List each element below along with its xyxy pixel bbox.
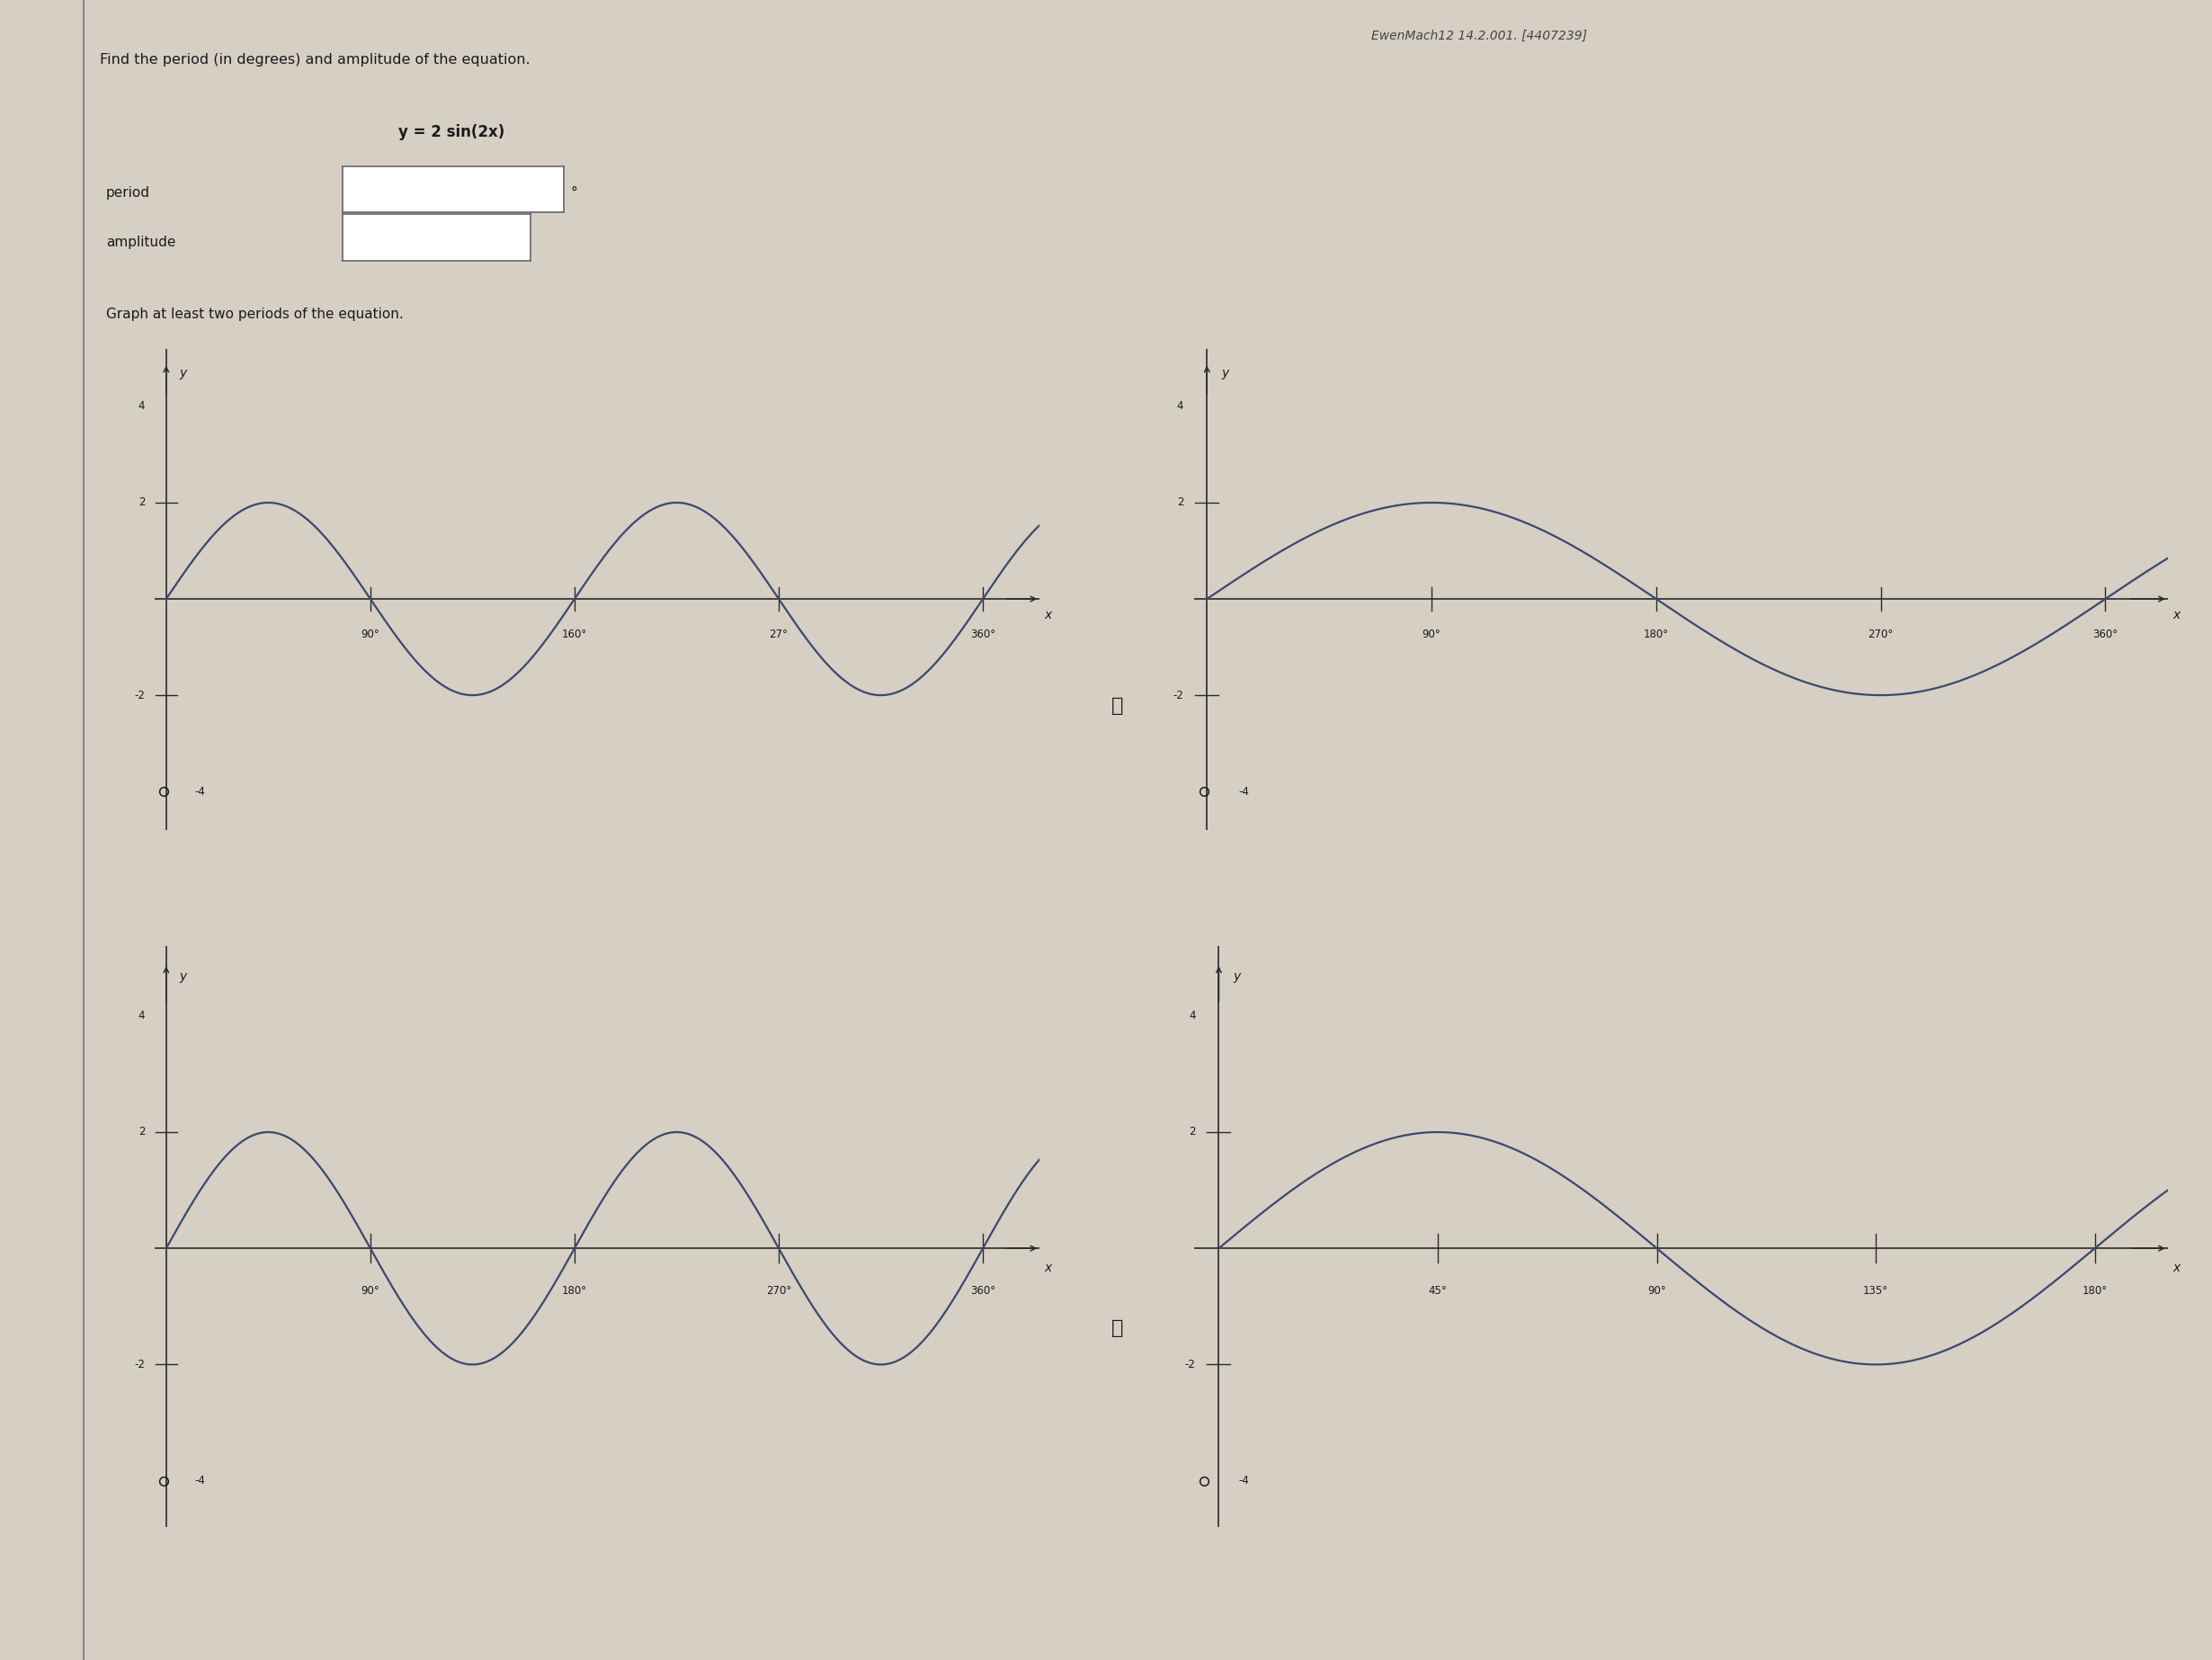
- Text: y: y: [1234, 969, 1241, 983]
- Text: y = 2 sin(2x): y = 2 sin(2x): [398, 124, 504, 141]
- Text: amplitude: amplitude: [106, 236, 175, 249]
- Text: ⓘ: ⓘ: [1110, 697, 1124, 714]
- Text: °: °: [571, 186, 577, 199]
- Text: 2: 2: [1177, 496, 1183, 508]
- Text: 180°: 180°: [1644, 629, 1668, 641]
- Text: x: x: [2172, 609, 2181, 621]
- Text: 90°: 90°: [361, 1285, 380, 1296]
- Text: -4: -4: [195, 1474, 206, 1487]
- Text: 180°: 180°: [2081, 1285, 2108, 1296]
- Text: 180°: 180°: [562, 1285, 586, 1296]
- Text: -2: -2: [1172, 689, 1183, 701]
- Text: 4: 4: [1177, 400, 1183, 412]
- Text: 360°: 360°: [971, 1285, 995, 1296]
- Text: -4: -4: [1239, 785, 1250, 797]
- Text: 160°: 160°: [562, 629, 586, 641]
- Text: 27°: 27°: [770, 629, 787, 641]
- Text: x: x: [1044, 1262, 1051, 1275]
- Text: 270°: 270°: [765, 1285, 792, 1296]
- Text: -4: -4: [1239, 1474, 1250, 1487]
- Text: 2: 2: [137, 1125, 146, 1139]
- Text: 45°: 45°: [1429, 1285, 1447, 1296]
- Text: 4: 4: [137, 1009, 146, 1023]
- Text: 2: 2: [1188, 1125, 1194, 1139]
- Text: 135°: 135°: [1863, 1285, 1889, 1296]
- Text: -2: -2: [135, 689, 146, 701]
- Text: 360°: 360°: [2093, 629, 2119, 641]
- Text: EwenMach12 14.2.001. [4407239]: EwenMach12 14.2.001. [4407239]: [1371, 30, 1588, 43]
- Text: 270°: 270°: [1869, 629, 1893, 641]
- Text: y: y: [179, 367, 186, 380]
- Text: -4: -4: [195, 785, 206, 797]
- Text: y: y: [1221, 367, 1230, 380]
- Text: period: period: [106, 186, 150, 199]
- Text: 4: 4: [137, 400, 146, 412]
- Text: -2: -2: [135, 1358, 146, 1371]
- Text: x: x: [1044, 609, 1051, 621]
- Text: x: x: [2172, 1262, 2179, 1275]
- Text: ⓘ: ⓘ: [1110, 1320, 1124, 1336]
- Text: 4: 4: [1188, 1009, 1194, 1023]
- Text: 2: 2: [137, 496, 146, 508]
- Text: Graph at least two periods of the equation.: Graph at least two periods of the equati…: [106, 307, 403, 320]
- Text: y: y: [179, 969, 186, 983]
- Text: 90°: 90°: [1422, 629, 1440, 641]
- Text: -2: -2: [1186, 1358, 1194, 1371]
- Text: 90°: 90°: [1648, 1285, 1666, 1296]
- Text: 90°: 90°: [361, 629, 380, 641]
- Text: Find the period (in degrees) and amplitude of the equation.: Find the period (in degrees) and amplitu…: [100, 53, 531, 66]
- Text: 360°: 360°: [971, 629, 995, 641]
